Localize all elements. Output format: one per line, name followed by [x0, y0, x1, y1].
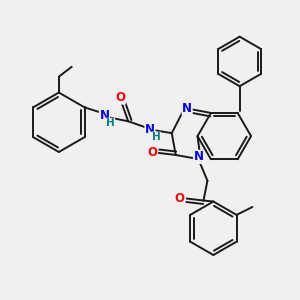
Text: N: N: [194, 150, 203, 164]
Text: O: O: [147, 146, 157, 160]
Text: H: H: [106, 118, 115, 128]
Text: O: O: [175, 192, 185, 205]
Text: H: H: [152, 132, 160, 142]
Text: N: N: [99, 109, 110, 122]
Text: O: O: [115, 91, 125, 104]
Text: N: N: [145, 123, 155, 136]
Text: N: N: [182, 101, 192, 115]
